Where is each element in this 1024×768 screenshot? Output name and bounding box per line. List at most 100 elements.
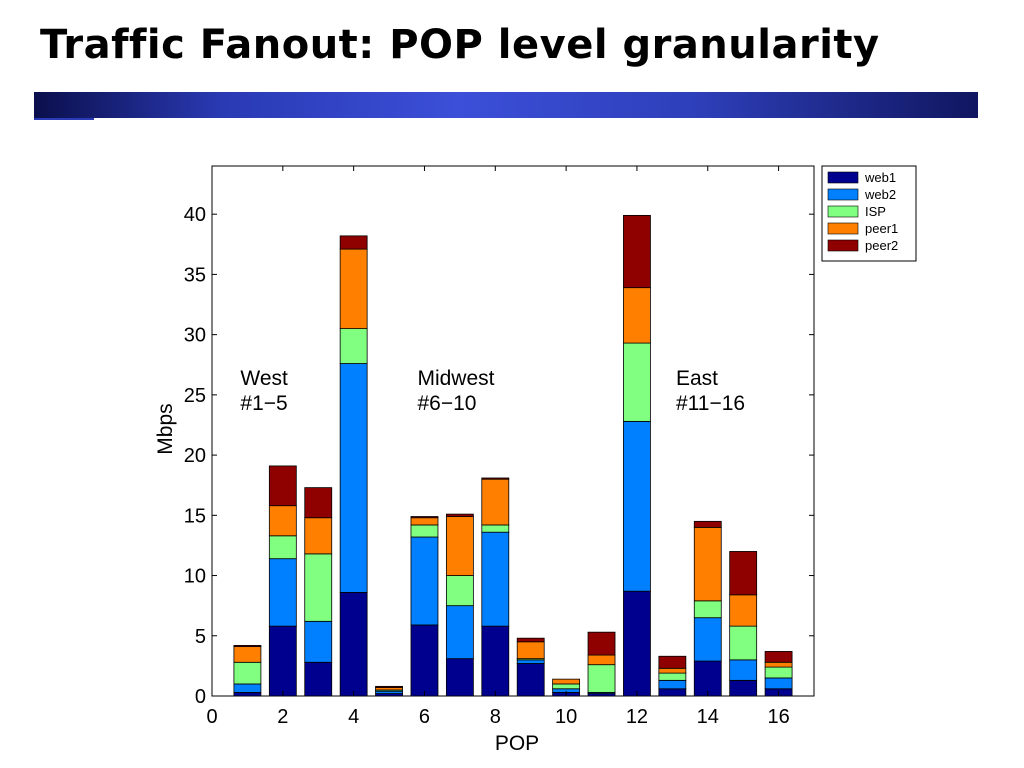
region-annotation-0-line-1: #1−5 [240,392,287,415]
bar-peer2-pop-4 [339,235,368,250]
legend-swatch-peer1 [827,222,859,235]
bar-web1-pop-14 [693,660,722,697]
bar-web1-pop-9 [516,663,545,697]
x-tick-label: 4 [348,706,359,728]
plot-area [211,165,815,697]
bar-ISP-pop-14 [693,600,722,619]
legend-label-web1: web1 [864,170,896,185]
bar-web2-pop-12 [623,420,651,592]
bar-peer1-pop-3 [304,517,333,555]
bar-web1-pop-1 [233,691,262,697]
region-annotation-2-line-0: East [676,367,718,390]
bar-peer1-pop-13 [658,667,687,674]
bar-web1-pop-12 [623,590,651,697]
x-tick-label: 8 [490,706,501,728]
bar-ISP-pop-8 [481,524,510,533]
bar-peer2-pop-16 [764,651,793,663]
legend-label-peer2: peer2 [865,238,898,253]
bar-web1-pop-8 [481,625,510,697]
bar-peer2-pop-2 [268,465,297,507]
y-axis-label: Mbps [154,403,177,454]
bar-peer2-pop-3 [304,487,333,519]
bar-peer1-pop-11 [587,654,616,666]
bar-web2-pop-14 [693,617,722,662]
bar-web2-pop-9 [516,659,545,664]
bar-ISP-pop-7 [445,575,474,607]
bar-web1-pop-13 [658,688,687,697]
bar-peer2-pop-14 [693,520,722,528]
bar-ISP-pop-1 [233,661,262,685]
region-annotation-0-line-0: West [240,367,288,390]
y-tick-label: 25 [184,385,206,407]
bar-ISP-pop-13 [658,672,687,681]
bar-web2-pop-4 [339,363,368,593]
x-tick-label: 6 [419,706,430,728]
y-tick-label: 35 [184,264,206,286]
y-tick-label: 5 [195,626,206,648]
bar-peer1-pop-14 [693,526,722,602]
bar-peer2-pop-5 [375,685,403,688]
bar-ISP-pop-4 [339,328,368,364]
bar-peer2-pop-9 [516,637,545,643]
bar-web2-pop-6 [410,536,439,626]
x-tick-label: 2 [277,706,288,728]
bar-web1-pop-6 [410,624,439,697]
bar-peer2-pop-6 [410,516,439,519]
legend-label-ISP: ISP [865,204,886,219]
bar-web2-pop-7 [445,605,474,660]
bar-web1-pop-4 [339,592,368,697]
bar-peer2-pop-7 [445,513,474,517]
bar-peer1-pop-8 [481,478,510,526]
bar-web2-pop-16 [764,677,793,690]
slide-title: Traffic Fanout: POP level granularity [40,22,880,68]
bar-peer2-pop-12 [623,214,651,289]
bar-ISP-pop-12 [623,342,651,422]
legend-swatch-peer2 [827,239,859,252]
bar-peer2-pop-8 [481,477,510,480]
region-annotation-1-line-0: Midwest [417,367,494,390]
bar-ISP-pop-3 [304,553,333,622]
bar-peer1-pop-10 [552,678,581,685]
legend-swatch-web2 [827,188,859,201]
bar-peer2-pop-1 [233,645,262,648]
title-decoration-bar [34,92,978,118]
bar-web2-pop-3 [304,620,333,663]
bar-ISP-pop-15 [729,625,758,661]
region-annotation-1-line-1: #6−10 [417,392,476,415]
region-annotation-2-line-1: #11−16 [676,392,745,415]
bar-web2-pop-13 [658,679,687,690]
x-tick-label: 14 [697,706,719,728]
x-axis-label: POP [495,732,539,755]
bar-ISP-pop-6 [410,524,439,538]
bar-ISP-pop-16 [764,666,793,679]
y-tick-label: 15 [184,505,206,527]
title-decoration-tick [34,118,94,120]
bar-web2-pop-1 [233,683,262,693]
y-tick-label: 10 [184,566,206,588]
bar-peer2-pop-11 [587,631,616,656]
bar-web1-pop-15 [729,679,758,697]
bar-web2-pop-8 [481,531,510,627]
bar-peer1-pop-4 [339,248,368,330]
bar-peer1-pop-16 [764,661,793,668]
legend-swatch-web1 [827,171,859,184]
bar-ISP-pop-11 [587,664,616,693]
bar-peer1-pop-6 [410,517,439,526]
bar-peer1-pop-7 [445,516,474,576]
x-tick-label: 16 [767,706,789,728]
bar-peer2-pop-13 [658,655,687,669]
bar-ISP-pop-2 [268,535,297,560]
bar-web2-pop-2 [268,558,297,627]
bar-peer1-pop-1 [233,646,262,663]
bar-peer1-pop-9 [516,641,545,660]
bar-peer1-pop-15 [729,594,758,627]
legend-label-web2: web2 [864,187,896,202]
bar-web1-pop-3 [304,661,333,697]
y-tick-label: 0 [195,686,206,708]
x-tick-label: 0 [206,706,217,728]
bar-peer2-pop-15 [729,551,758,596]
y-tick-label: 30 [184,325,206,347]
y-tick-label: 40 [184,204,206,226]
legend-label-peer1: peer1 [865,221,898,236]
